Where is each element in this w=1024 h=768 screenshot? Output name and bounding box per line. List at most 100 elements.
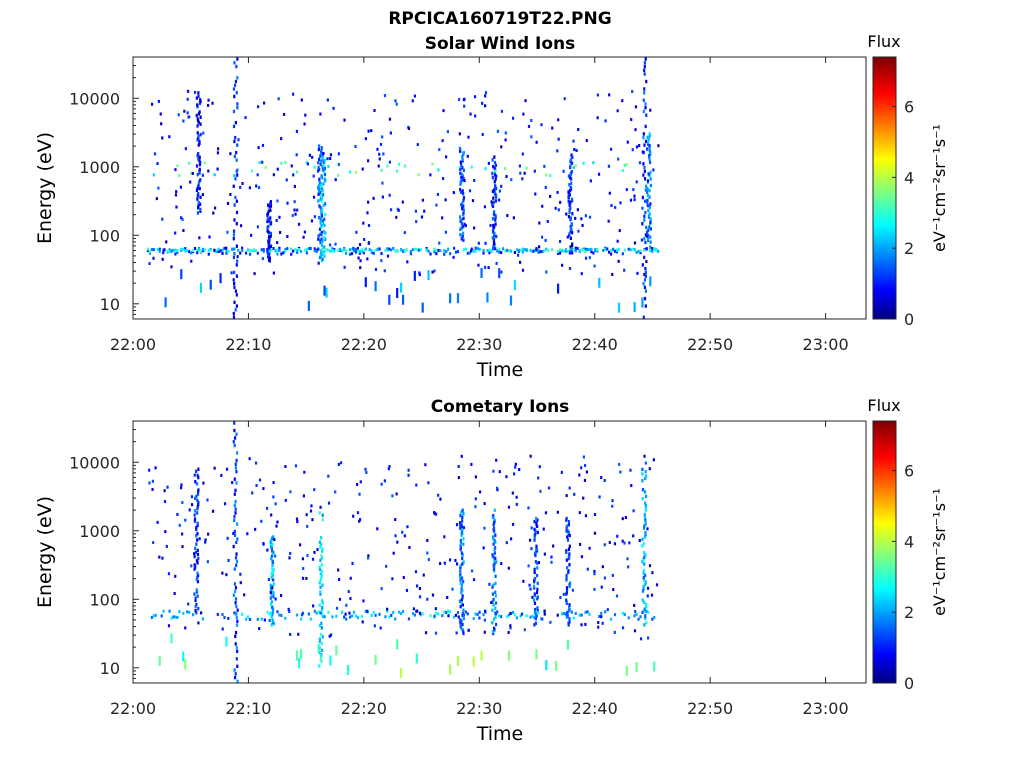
heatmap-cell xyxy=(211,101,214,105)
heatmap-cell xyxy=(603,479,606,483)
heatmap-cell xyxy=(536,518,539,522)
heatmap-cell xyxy=(537,248,540,252)
heatmap-cell xyxy=(350,614,354,618)
heatmap-cell xyxy=(474,475,478,479)
heatmap-cell xyxy=(379,142,383,146)
heatmap-cell xyxy=(474,612,477,616)
heatmap-cell xyxy=(458,521,462,525)
heatmap-cell xyxy=(460,172,464,177)
heatmap-cell xyxy=(394,249,397,253)
heatmap-cell xyxy=(278,215,281,219)
heatmap-cell xyxy=(250,233,253,237)
heatmap-cell xyxy=(566,612,569,616)
heatmap-cell xyxy=(152,248,155,252)
heatmap-cell xyxy=(233,443,236,448)
heatmap-cell xyxy=(639,637,643,641)
heatmap-cell xyxy=(227,250,230,254)
heatmap-cell xyxy=(533,592,536,596)
heatmap-cell xyxy=(323,159,327,163)
heatmap-cell xyxy=(462,512,465,516)
heatmap-cell xyxy=(506,214,509,218)
heatmap-cell xyxy=(484,167,487,171)
heatmap-cell xyxy=(311,557,315,561)
heatmap-cell xyxy=(359,259,362,263)
heatmap-cell xyxy=(196,571,199,575)
heatmap-cell xyxy=(505,541,508,545)
heatmap-cell xyxy=(415,653,418,664)
heatmap-cell xyxy=(318,540,322,544)
heatmap-cell xyxy=(434,607,437,611)
heatmap-cell xyxy=(276,167,279,171)
heatmap-cell xyxy=(533,616,536,620)
heatmap-cell xyxy=(253,272,256,276)
heatmap-cell xyxy=(593,531,597,535)
heatmap-cell xyxy=(518,468,521,472)
heatmap-cell xyxy=(621,517,624,521)
heatmap-cell xyxy=(231,481,234,485)
heatmap-cell xyxy=(266,548,269,552)
heatmap-cell xyxy=(260,519,263,523)
heatmap-cell xyxy=(327,474,330,478)
heatmap-cell xyxy=(566,538,570,542)
heatmap-cell xyxy=(619,201,622,205)
heatmap-cell xyxy=(427,249,430,253)
heatmap-cell xyxy=(348,611,351,615)
heatmap-cell xyxy=(233,247,236,251)
heatmap-cell xyxy=(321,599,324,603)
heatmap-cell xyxy=(273,538,276,542)
x-tick-label: 22:50 xyxy=(687,699,733,718)
heatmap-cell xyxy=(387,467,390,471)
heatmap-cell xyxy=(583,478,587,482)
heatmap-cell xyxy=(184,626,187,630)
heatmap-cell xyxy=(459,233,462,237)
heatmap-cell xyxy=(323,217,326,221)
heatmap-cell xyxy=(374,267,378,271)
heatmap-cell xyxy=(321,583,324,587)
heatmap-cell xyxy=(396,288,399,299)
heatmap-cell xyxy=(231,247,234,251)
heatmap-cell xyxy=(509,249,513,253)
heatmap-cell xyxy=(267,209,270,213)
heatmap-cell xyxy=(401,609,405,613)
heatmap-cell xyxy=(580,248,583,252)
heatmap-cell xyxy=(608,93,611,97)
heatmap-cell xyxy=(190,171,193,175)
heatmap-cell xyxy=(462,176,465,181)
heatmap-cell xyxy=(306,554,309,558)
heatmap-cell xyxy=(460,175,463,179)
heatmap-cell xyxy=(337,152,341,156)
heatmap-cell xyxy=(320,230,323,235)
heatmap-cell xyxy=(174,193,178,197)
heatmap-cell xyxy=(270,623,273,627)
heatmap-cell xyxy=(321,208,324,212)
heatmap-cell xyxy=(329,243,332,247)
heatmap-cell xyxy=(187,602,190,606)
heatmap-cell xyxy=(532,584,536,589)
heatmap-cell xyxy=(291,214,294,218)
heatmap-cell xyxy=(635,661,638,672)
heatmap-cell xyxy=(645,139,648,144)
heatmap-cell xyxy=(260,248,263,252)
heatmap-cell xyxy=(319,578,322,583)
heatmap-cell xyxy=(320,186,323,191)
heatmap-cell xyxy=(458,574,462,578)
heatmap-cell xyxy=(182,651,185,662)
heatmap-cell xyxy=(537,250,540,254)
heatmap-cell xyxy=(495,560,498,564)
heatmap-cell xyxy=(289,551,292,555)
heatmap-cell xyxy=(644,490,647,494)
heatmap-cell xyxy=(295,129,299,133)
heatmap-cell xyxy=(364,467,367,471)
heatmap-cell xyxy=(602,248,605,252)
heatmap-cell xyxy=(235,563,238,567)
heatmap-cell xyxy=(233,154,236,159)
heatmap-cell xyxy=(569,216,573,220)
heatmap-cell xyxy=(639,615,642,619)
heatmap-cell xyxy=(235,481,238,485)
heatmap-cell xyxy=(520,612,524,616)
heatmap-cell xyxy=(193,563,196,567)
heatmap-cell xyxy=(362,249,365,253)
heatmap-cell xyxy=(644,469,647,474)
heatmap-cell xyxy=(256,105,260,109)
heatmap-cell xyxy=(363,237,366,241)
